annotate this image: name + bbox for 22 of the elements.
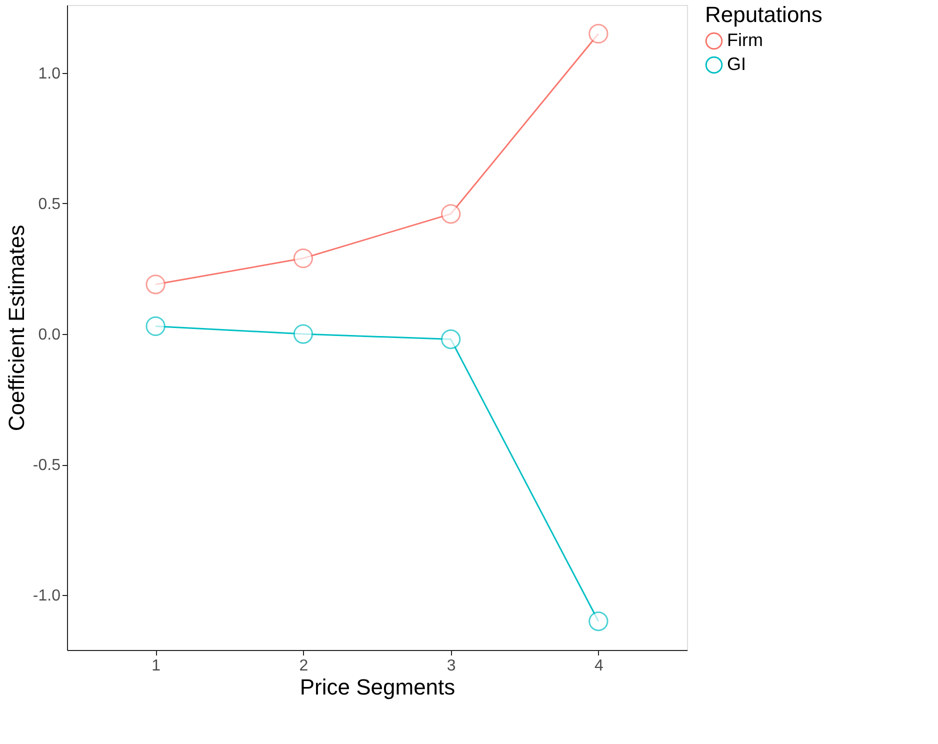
- point: [588, 24, 608, 44]
- x-tick-label: 1: [152, 658, 161, 674]
- y-tick-label: 1.0: [38, 65, 61, 82]
- point: [440, 329, 461, 350]
- point: [293, 324, 314, 344]
- y-tick-label: 0.5: [38, 196, 61, 213]
- x-tick-label: 3: [446, 658, 456, 674]
- legend-label: GI: [727, 54, 746, 74]
- legend-title: Reputations: [705, 2, 822, 27]
- y-tick-label: -1.0: [32, 588, 61, 605]
- x-tick-label: 2: [299, 658, 308, 674]
- legend-label: Firm: [727, 30, 763, 50]
- y-axis-title: Coefficient Estimates: [4, 224, 29, 432]
- point: [146, 274, 166, 294]
- point: [588, 611, 608, 632]
- point: [293, 248, 314, 268]
- y-tick-label: 0.0: [38, 326, 61, 344]
- point: [146, 316, 166, 336]
- point: [440, 204, 461, 224]
- x-tick-label: 4: [594, 658, 604, 674]
- y-tick-label: -0.5: [32, 457, 61, 474]
- x-axis-title: Price Segments: [300, 674, 456, 700]
